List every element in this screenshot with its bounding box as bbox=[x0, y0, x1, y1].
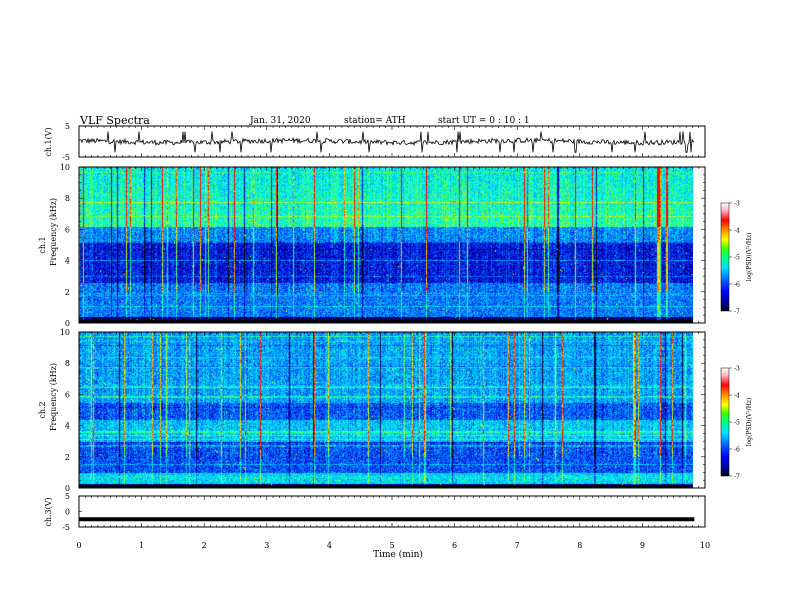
ch1-waveform-ylabel: ch.1(V) bbox=[44, 127, 53, 156]
time-tick-label: 0 bbox=[76, 541, 81, 550]
time-tick-label: 7 bbox=[515, 541, 520, 550]
ch1-spectrogram-image bbox=[79, 167, 693, 323]
ch1-colorbar-tick-label: -4 bbox=[734, 228, 740, 235]
ch2-colorbar-tick-label: -5 bbox=[734, 420, 740, 427]
ch2-colorbar bbox=[720, 367, 730, 477]
start-time-label: start UT = 0 : 10 : 1 bbox=[438, 116, 530, 126]
time-tick-label: 9 bbox=[640, 541, 645, 550]
ch1-colorbar-tick-label: -7 bbox=[734, 309, 740, 316]
time-tick-label: 4 bbox=[327, 541, 332, 550]
ch3-ytick-bottom: -5 bbox=[62, 523, 70, 532]
ch3-waveform-ylabel: ch.3(V) bbox=[44, 497, 53, 526]
ch2-frequency-tick-label: 8 bbox=[65, 359, 70, 368]
ch1-frequency-tick-label: 8 bbox=[65, 194, 70, 203]
ch1-waveform-frame bbox=[78, 125, 706, 158]
time-tick-label: 5 bbox=[389, 541, 394, 550]
time-tick-label: 3 bbox=[264, 541, 269, 550]
ch1-ytick-top: 5 bbox=[65, 122, 70, 131]
ch2-frequency-tick-label: 2 bbox=[65, 453, 70, 462]
ch3-waveform-frame bbox=[78, 495, 706, 528]
ch2-colorbar-tick-label: -4 bbox=[734, 393, 740, 400]
ch2-colorbar-label: log(PSD)(V²/Hz) bbox=[746, 398, 753, 447]
ch2-frequency-tick-label: 4 bbox=[65, 422, 70, 431]
ch3-ytick-top: 5 bbox=[65, 492, 70, 501]
time-axis: 0 1 2 3 4 5 6 7 8 9 10 0 bbox=[65, 126, 710, 550]
station-label: station= ATH bbox=[344, 116, 406, 126]
ch2-spectrogram-channel-label: ch.2 bbox=[38, 401, 47, 418]
time-axis-label: Time (min) bbox=[373, 549, 423, 560]
ch1-colorbar-tick-label: -3 bbox=[734, 201, 740, 208]
ch1-colorbar-label: log(PSD)(V²/Hz) bbox=[746, 233, 753, 282]
time-tick-label: 10 bbox=[700, 541, 710, 550]
ch1-colorbar bbox=[720, 202, 730, 312]
ch2-colorbar-tick-label: -6 bbox=[734, 447, 740, 454]
ch1-ytick-bottom: -5 bbox=[62, 153, 70, 162]
time-tick-label: 1 bbox=[139, 541, 144, 550]
ch1-frequency-axis-label: Frequency (kHz) bbox=[49, 198, 58, 266]
ch1-frequency-tick-label: 2 bbox=[65, 288, 70, 297]
time-tick-label: 6 bbox=[452, 541, 457, 550]
ch3-waveform-panel: 5 -5 ch.3(V) bbox=[44, 492, 706, 532]
date-label: Jan. 31, 2020 bbox=[249, 116, 311, 126]
time-tick-label: 2 bbox=[202, 541, 207, 550]
ch1-frequency-tick-label: 0 bbox=[65, 319, 70, 328]
ch2-frequency-tick-label: 10 bbox=[60, 328, 70, 337]
time-tick-label: 8 bbox=[577, 541, 582, 550]
ch1-frequency-tick-label: 10 bbox=[60, 163, 70, 172]
ch1-colorbar-tick-label: -5 bbox=[734, 255, 740, 262]
ch3-ytick-zero: 0 bbox=[65, 508, 70, 517]
figure-title: VLF Spectra bbox=[79, 114, 150, 127]
ch1-frequency-tick-label: 4 bbox=[65, 257, 70, 266]
ch2-frequency-axis-label: Frequency (kHz) bbox=[49, 363, 58, 431]
ch2-frequency-tick-label: 0 bbox=[65, 484, 70, 493]
ch2-colorbar-tick-label: -3 bbox=[734, 366, 740, 373]
ch1-colorbar-tick-label: -6 bbox=[734, 282, 740, 289]
ch2-frequency-tick-label: 6 bbox=[65, 390, 70, 399]
ch1-spectrogram-channel-label: ch.1 bbox=[38, 236, 47, 253]
ch2-colorbar-tick-label: -7 bbox=[734, 474, 740, 481]
ch2-spectrogram-image bbox=[79, 332, 693, 488]
ch1-waveform-panel: 5 -5 ch.1(V) bbox=[44, 122, 706, 162]
ch1-waveform-trace bbox=[78, 131, 695, 153]
ch1-frequency-tick-label: 6 bbox=[65, 225, 70, 234]
